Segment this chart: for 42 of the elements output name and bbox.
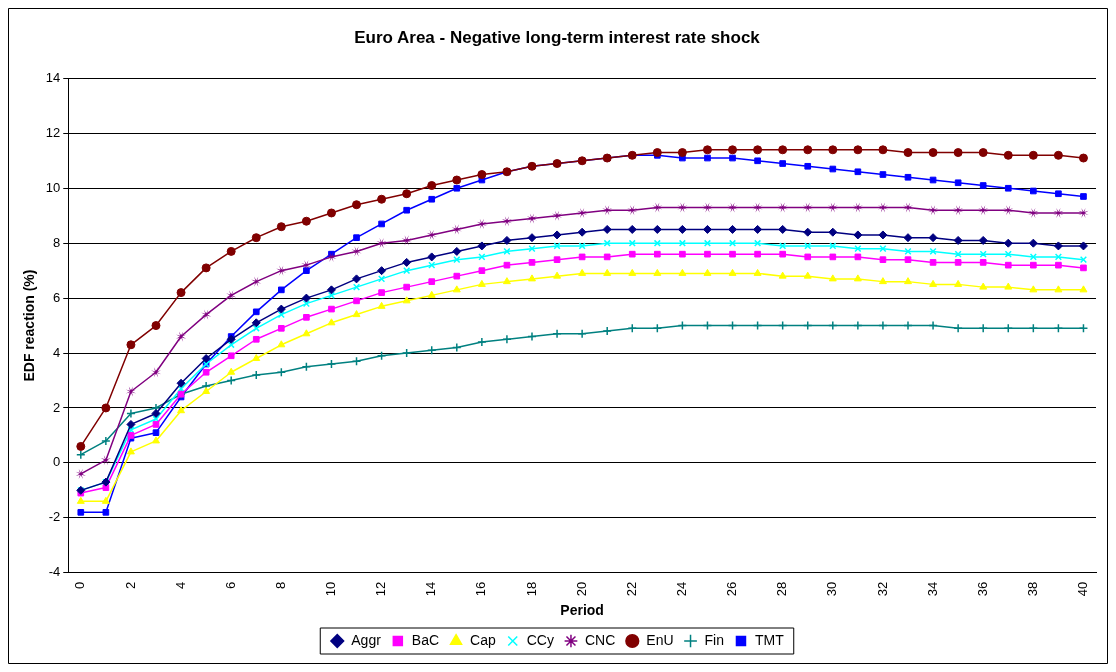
- x-tick-label: 36: [974, 581, 990, 597]
- y-tick-label: -4: [48, 564, 61, 580]
- y-tick-label: 10: [45, 179, 61, 195]
- x-tick-label: 28: [774, 581, 790, 597]
- x-tick-label: 8: [272, 581, 288, 589]
- y-tick-label: -2: [48, 509, 61, 525]
- legend-label: CCy: [526, 631, 554, 648]
- x-tick-label: 26: [724, 581, 740, 597]
- x-tick-label: 16: [473, 581, 489, 597]
- legend-label: TMT: [754, 631, 785, 648]
- y-axis-title: EDF reaction (%): [21, 269, 38, 382]
- x-tick-label: 30: [824, 581, 840, 597]
- y-tick-label: 6: [53, 289, 61, 305]
- x-tick-label: 6: [222, 581, 238, 589]
- y-tick-label: 12: [45, 124, 61, 140]
- legend-label: Aggr: [351, 631, 382, 648]
- x-tick-label: 40: [1075, 581, 1091, 597]
- legend-label: Fin: [704, 631, 724, 648]
- y-tick-label: 8: [53, 234, 61, 250]
- x-tick-label: 10: [323, 581, 339, 597]
- x-tick-label: 20: [573, 581, 589, 597]
- legend-label: BaC: [411, 631, 440, 648]
- legend-label: Cap: [470, 631, 496, 648]
- x-tick-label: 32: [874, 581, 890, 597]
- x-axis-title: Period: [560, 602, 604, 619]
- x-tick-label: 12: [373, 581, 389, 597]
- x-tick-label: 38: [1024, 581, 1040, 597]
- legend-label: CNC: [584, 631, 616, 648]
- x-tick-label: 22: [623, 581, 639, 597]
- x-tick-label: 2: [122, 581, 138, 589]
- x-tick-label: 18: [523, 581, 539, 597]
- legend-label: EnU: [646, 631, 674, 648]
- y-tick-label: 2: [53, 399, 61, 415]
- y-tick-label: 0: [53, 454, 61, 470]
- x-tick-label: 4: [172, 581, 188, 589]
- y-tick-label: 14: [45, 69, 61, 85]
- y-tick-label: 4: [53, 344, 61, 360]
- chart-title: Euro Area - Negative long-term interest rate shock: [354, 27, 761, 47]
- x-tick-label: 34: [924, 581, 940, 597]
- x-tick-label: 24: [673, 581, 689, 597]
- x-tick-label: 0: [72, 581, 88, 589]
- x-tick-label: 14: [423, 581, 439, 597]
